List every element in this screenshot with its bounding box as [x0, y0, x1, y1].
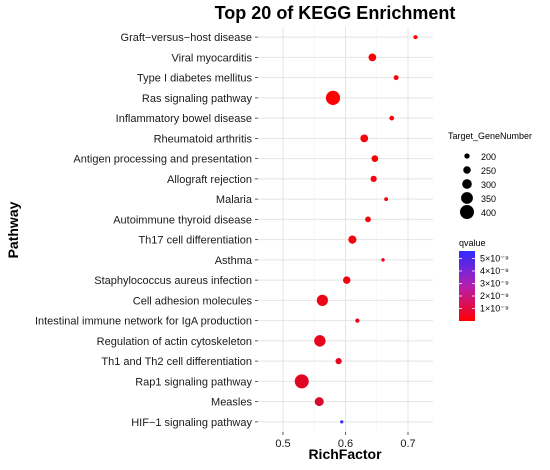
data-point	[355, 318, 360, 323]
data-point	[393, 75, 399, 81]
size-legend: Target_GeneNumber 200 250 300 350 400	[448, 131, 532, 219]
data-point	[413, 35, 418, 40]
y-tick-label: Rheumatoid arthritis	[154, 133, 253, 145]
size-legend-items: 200 250 300 350 400	[460, 152, 496, 219]
y-axis-label: Pathway	[5, 201, 21, 258]
data-point	[294, 374, 309, 389]
size-legend-label: 350	[481, 194, 496, 204]
data-point	[368, 53, 377, 62]
data-point	[365, 216, 371, 223]
color-legend-label: 2×10⁻⁹	[480, 291, 509, 301]
y-tick-label: Measles	[211, 397, 252, 409]
x-axis: 0.5 0.6 0.7	[275, 432, 416, 450]
x-tick-label: 0.7	[400, 438, 415, 450]
color-legend-items: 1×10⁻⁹ 2×10⁻⁹ 3×10⁻⁹ 4×10⁻⁹ 5×10⁻⁹	[459, 254, 509, 314]
y-tick-label: Autoimmune thyroid disease	[113, 214, 252, 226]
color-legend: qvalue 1×10⁻⁹ 2×10⁻⁹ 3×10⁻⁹ 4×10⁻⁹ 5×10⁻⁹	[459, 238, 509, 321]
y-tick-label: Rap1 signaling pathway	[135, 376, 252, 388]
y-tick-label: Staphylococcus aureus infection	[94, 275, 252, 287]
data-point	[381, 258, 385, 262]
y-tick-label: HIF−1 signaling pathway	[131, 417, 252, 429]
y-tick-label: Graft−versus−host disease	[121, 32, 252, 44]
data-point	[340, 420, 344, 424]
data-point	[370, 175, 377, 182]
x-tick-label: 0.5	[275, 438, 290, 450]
color-legend-label: 3×10⁻⁹	[480, 279, 509, 289]
y-tick-label: Allograft rejection	[167, 174, 252, 186]
data-point	[316, 294, 328, 306]
data-point	[360, 134, 369, 143]
y-tick-label: Ras signaling pathway	[142, 93, 253, 105]
y-tick-label: Asthma	[215, 255, 253, 267]
size-legend-label: 300	[481, 180, 496, 190]
y-tick-label: Inflammatory bowel disease	[116, 113, 252, 125]
y-tick-label: Viral myocarditis	[172, 52, 253, 64]
grid-lines	[258, 27, 433, 432]
color-legend-label: 4×10⁻⁹	[480, 266, 509, 276]
color-legend-label: 5×10⁻⁹	[480, 254, 509, 264]
size-legend-label: 250	[481, 166, 496, 176]
y-tick-label: Th1 and Th2 cell differentiation	[101, 356, 252, 368]
color-gradient-bar	[459, 251, 475, 321]
data-point	[371, 155, 379, 162]
data-point	[314, 335, 326, 347]
data-point	[384, 197, 389, 202]
x-tick-label: 0.6	[338, 438, 353, 450]
data-point	[325, 90, 341, 105]
size-legend-title: Target_GeneNumber	[448, 131, 532, 141]
y-tick-label: Cell adhesion molecules	[133, 295, 253, 307]
data-point	[314, 397, 324, 407]
size-legend-dot	[464, 153, 470, 159]
y-tick-label: Type I diabetes mellitus	[137, 73, 252, 85]
chart-title: Top 20 of KEGG Enrichment	[215, 3, 456, 23]
size-legend-label: 200	[481, 152, 496, 162]
color-legend-label: 1×10⁻⁹	[480, 304, 509, 314]
data-point	[342, 276, 351, 284]
x-axis-label: RichFactor	[308, 446, 382, 462]
y-tick-label: Antigen processing and presentation	[73, 154, 252, 166]
y-tick-label: Regulation of actin cytoskeleton	[97, 336, 252, 348]
size-legend-dot	[461, 192, 473, 204]
y-tick-label: Malaria	[216, 194, 253, 206]
y-tick-labels: Graft−versus−host disease Viral myocardit…	[35, 32, 258, 429]
size-legend-dot	[460, 205, 474, 219]
y-tick-label: Intestinal immune network for IgA produc…	[35, 316, 252, 328]
color-legend-title: qvalue	[459, 238, 486, 248]
data-point	[348, 235, 357, 244]
y-tick-label: Th17 cell differentiation	[138, 235, 252, 247]
size-legend-dot	[462, 179, 472, 189]
data-point	[389, 115, 395, 121]
size-legend-dot	[463, 166, 471, 174]
data-point	[335, 358, 342, 365]
size-legend-label: 400	[481, 208, 496, 218]
data-points	[294, 35, 418, 424]
